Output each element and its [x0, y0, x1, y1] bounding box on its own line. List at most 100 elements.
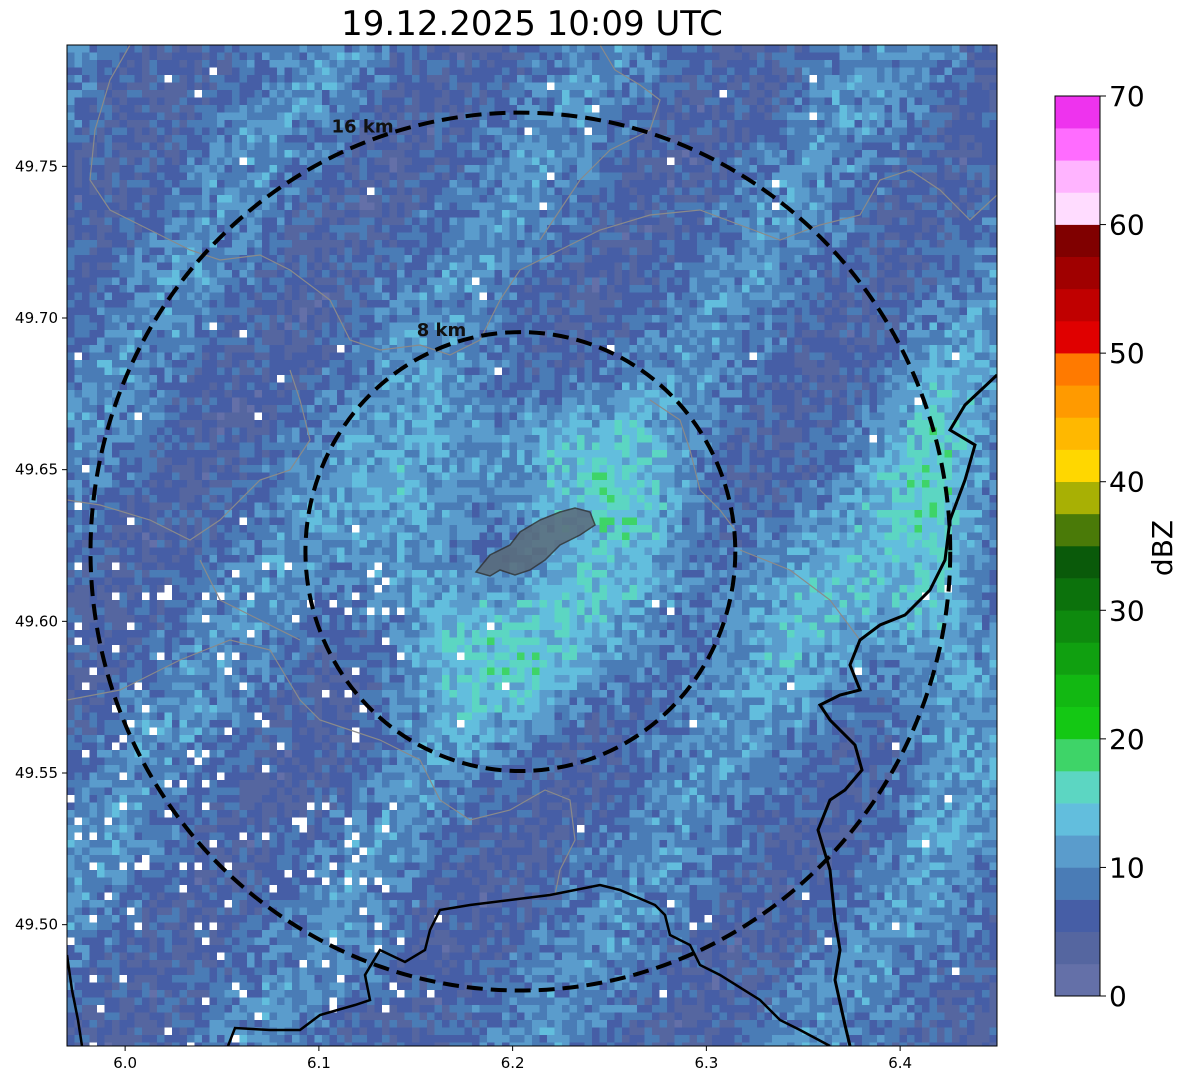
reflectivity-cell: [847, 187, 856, 196]
reflectivity-cell: [982, 165, 991, 174]
reflectivity-cell: [427, 195, 436, 204]
reflectivity-cells: [67, 45, 997, 1046]
reflectivity-cell: [344, 45, 353, 54]
reflectivity-cell: [517, 270, 526, 279]
reflectivity-cell: [449, 127, 458, 136]
reflectivity-cell: [982, 202, 991, 211]
reflectivity-cell: [937, 262, 946, 271]
reflectivity-cell: [419, 97, 428, 106]
reflectivity-cell: [637, 112, 646, 121]
reflectivity-cell: [112, 225, 121, 234]
reflectivity-cell: [959, 135, 968, 144]
reflectivity-cell: [532, 195, 541, 204]
reflectivity-cell: [952, 337, 961, 346]
reflectivity-cell: [194, 270, 203, 279]
reflectivity-cell: [389, 165, 398, 174]
reflectivity-cell: [254, 240, 263, 249]
reflectivity-cell: [862, 180, 871, 189]
reflectivity-cell: [809, 292, 818, 301]
reflectivity-cell: [194, 345, 203, 354]
reflectivity-cell: [382, 97, 391, 106]
reflectivity-cell: [404, 180, 413, 189]
reflectivity-cell: [524, 67, 533, 76]
reflectivity-cell: [899, 240, 908, 249]
reflectivity-cell: [869, 300, 878, 309]
reflectivity-cell: [352, 75, 361, 84]
reflectivity-cell: [772, 150, 781, 159]
reflectivity-cell: [764, 217, 773, 226]
reflectivity-cell: [982, 67, 991, 76]
reflectivity-cell: [592, 52, 601, 61]
reflectivity-cell: [772, 315, 781, 324]
reflectivity-cell: [757, 180, 766, 189]
reflectivity-cell: [824, 150, 833, 159]
reflectivity-cell: [772, 292, 781, 301]
reflectivity-cell: [899, 112, 908, 121]
reflectivity-cell: [352, 240, 361, 249]
reflectivity-cell: [749, 202, 758, 211]
reflectivity-cell: [794, 180, 803, 189]
reflectivity-cell: [622, 225, 631, 234]
reflectivity-cell: [922, 330, 931, 339]
reflectivity-cell: [224, 82, 233, 91]
reflectivity-cell: [644, 255, 653, 264]
reflectivity-cell: [337, 240, 346, 249]
reflectivity-cell: [764, 90, 773, 99]
reflectivity-cell: [929, 150, 938, 159]
reflectivity-cell: [464, 285, 473, 294]
reflectivity-cell: [172, 112, 181, 121]
reflectivity-cell: [659, 60, 668, 69]
reflectivity-cell: [97, 97, 106, 106]
reflectivity-cell: [869, 165, 878, 174]
reflectivity-cell: [592, 277, 601, 286]
reflectivity-cell: [682, 247, 691, 256]
reflectivity-cell: [607, 330, 616, 339]
reflectivity-cell: [359, 52, 368, 61]
reflectivity-cell: [112, 255, 121, 264]
reflectivity-cell: [442, 165, 451, 174]
reflectivity-cell: [127, 345, 136, 354]
reflectivity-cell: [869, 217, 878, 226]
reflectivity-cell: [344, 195, 353, 204]
reflectivity-cell: [629, 127, 638, 136]
reflectivity-cell: [397, 307, 406, 316]
reflectivity-cell: [464, 90, 473, 99]
reflectivity-cell: [832, 337, 841, 346]
reflectivity-cell: [397, 45, 406, 54]
reflectivity-cell: [929, 82, 938, 91]
reflectivity-cell: [794, 127, 803, 136]
reflectivity-cell: [832, 105, 841, 114]
reflectivity-cell: [367, 165, 376, 174]
reflectivity-cell: [547, 142, 556, 151]
reflectivity-cell: [284, 277, 293, 286]
reflectivity-cell: [847, 150, 856, 159]
reflectivity-cell: [119, 292, 128, 301]
reflectivity-cell: [374, 292, 383, 301]
reflectivity-cell: [307, 45, 316, 54]
reflectivity-cell: [914, 45, 923, 54]
reflectivity-cell: [172, 195, 181, 204]
reflectivity-cell: [824, 172, 833, 181]
reflectivity-cell: [712, 225, 721, 234]
reflectivity-cell: [734, 105, 743, 114]
reflectivity-cell: [794, 315, 803, 324]
reflectivity-cell: [374, 67, 383, 76]
reflectivity-cell: [704, 82, 713, 91]
reflectivity-cell: [187, 277, 196, 286]
reflectivity-cell: [419, 292, 428, 301]
reflectivity-cell: [862, 210, 871, 219]
reflectivity-cell: [944, 150, 953, 159]
reflectivity-cell: [989, 60, 997, 69]
reflectivity-cell: [944, 315, 953, 324]
reflectivity-cell: [329, 82, 338, 91]
reflectivity-cell: [734, 135, 743, 144]
reflectivity-cell: [449, 232, 458, 241]
reflectivity-cell: [989, 270, 997, 279]
reflectivity-cell: [607, 210, 616, 219]
reflectivity-cell: [959, 337, 968, 346]
reflectivity-cell: [637, 52, 646, 61]
reflectivity-cell: [779, 270, 788, 279]
reflectivity-cell: [719, 337, 728, 346]
reflectivity-cell: [967, 232, 976, 241]
reflectivity-cell: [532, 172, 541, 181]
